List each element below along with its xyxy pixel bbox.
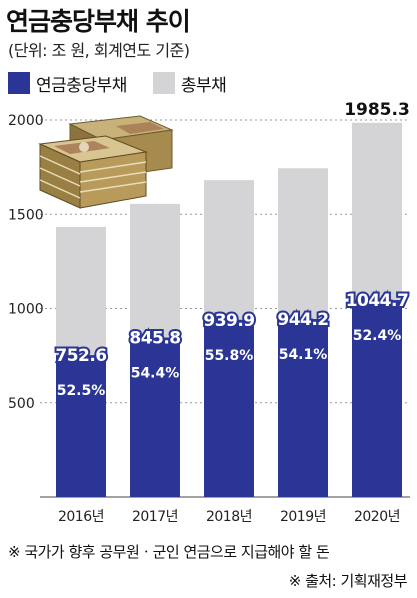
bar-pension — [56, 355, 106, 497]
pension-value-label: 939.9 — [203, 311, 254, 331]
x-tick-label: 2018년 — [206, 509, 252, 525]
x-tick-label: 2019년 — [280, 509, 326, 525]
legend-label-pension: 연금충당부채 — [36, 75, 127, 96]
bar-pension — [204, 319, 254, 497]
bar-pension — [130, 337, 180, 497]
legend: 연금충당부채 총부채 — [8, 70, 252, 96]
page-title: 연금충당부채 추이 — [6, 7, 191, 36]
x-tick-label: 2017년 — [132, 509, 178, 525]
legend-label-total: 총부채 — [180, 75, 227, 96]
legend-swatch-pension — [8, 72, 30, 94]
legend-swatch-total — [152, 72, 175, 94]
x-tick-label: 2016년 — [58, 509, 104, 525]
unit-subtitle: (단위: 조 원, 회계연도 기준) — [8, 41, 190, 60]
legend-item-pension: 연금충당부채 — [8, 71, 127, 96]
pension-value-label: 752.6 — [55, 346, 106, 366]
footnote-source: ※ 출처: 기획재정부 — [288, 572, 408, 590]
pension-share-label: 55.8% — [205, 348, 254, 364]
y-tick-label: 500 — [8, 396, 35, 412]
pension-share-label: 52.4% — [353, 328, 402, 344]
total-value-label: 1985.3 — [344, 100, 410, 120]
footnote-note: ※ 국가가 향후 공무원ㆍ군인 연금으로 지급해야 할 돈 — [8, 543, 330, 561]
pension-value-label: 1044.7 — [346, 291, 409, 311]
bar-layer: 752.6 52.5% 2016년 845.8 54.4% 2017년 939.9 55.8%… — [53, 100, 410, 525]
x-tick-label: 2020년 — [354, 509, 400, 525]
legend-item-total: 총부채 — [152, 71, 227, 96]
bar-pension — [278, 319, 328, 497]
bar-pension — [352, 300, 402, 497]
y-tick-label: 1000 — [8, 302, 44, 318]
y-tick-label: 1500 — [8, 207, 44, 223]
pension-share-label: 52.5% — [57, 383, 106, 399]
pension-share-label: 54.4% — [131, 366, 180, 382]
pension-value-label: 845.8 — [129, 329, 180, 349]
y-tick-label: 2000 — [8, 113, 44, 129]
money-bundle-icon — [38, 115, 174, 209]
pension-value-label: 944.2 — [277, 310, 328, 330]
pension-share-label: 54.1% — [279, 347, 328, 363]
